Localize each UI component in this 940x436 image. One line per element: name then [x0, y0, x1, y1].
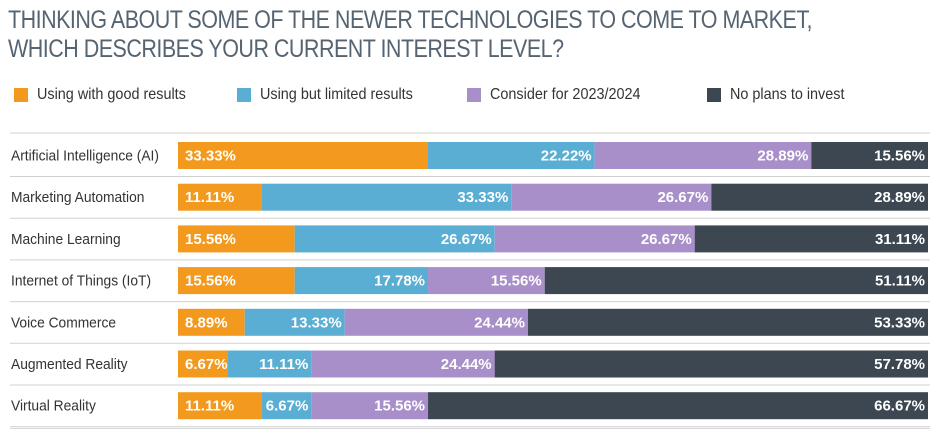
data-label-voice-commerce-consider-for-2023-2024: 24.44%	[474, 314, 525, 331]
bar-virtual-reality-using-with-good-results	[178, 392, 262, 420]
bar-virtual-reality-consider-for-2023-2024	[311, 392, 429, 420]
bar-augmented-reality-using-but-limited-results	[228, 350, 312, 378]
bar-augmented-reality-using-with-good-results	[178, 350, 229, 378]
category-label-machine-learning: Machine Learning	[11, 231, 121, 248]
bar-artificial-intelligence-ai-no-plans-to-invest	[811, 142, 928, 169]
data-label-augmented-reality-using-with-good-results: 6.67%	[185, 356, 228, 373]
legend-item-limited-results: Using but limited results	[237, 86, 430, 104]
data-label-augmented-reality-no-plans-to-invest: 57.78%	[874, 356, 925, 373]
data-label-marketing-automation-using-with-good-results: 11.11%	[185, 189, 234, 206]
bar-artificial-intelligence-ai-using-but-limited-results	[427, 142, 595, 169]
data-label-internet-of-things-iot-using-with-good-results: 15.56%	[185, 273, 236, 290]
category-label-internet-of-things-iot: Internet of Things (IoT)	[11, 273, 151, 290]
bar-internet-of-things-iot-no-plans-to-invest	[544, 267, 928, 295]
bar-voice-commerce-consider-for-2023-2024	[344, 308, 528, 336]
bar-virtual-reality-no-plans-to-invest	[428, 392, 928, 420]
legend-label-consider: Consider for 2023/2024	[490, 86, 641, 103]
data-label-marketing-automation-no-plans-to-invest: 28.89%	[874, 189, 925, 206]
bar-voice-commerce-using-but-limited-results	[244, 308, 345, 336]
data-label-machine-learning-no-plans-to-invest: 31.11%	[875, 231, 925, 248]
bar-internet-of-things-iot-using-with-good-results	[178, 267, 295, 295]
bar-artificial-intelligence-ai-consider-for-2023-2024	[594, 142, 812, 169]
data-label-voice-commerce-using-with-good-results: 8.89%	[185, 314, 228, 331]
data-label-augmented-reality-using-but-limited-results: 11.11%	[259, 356, 308, 373]
data-label-machine-learning-using-but-limited-results: 26.67%	[441, 231, 492, 248]
data-label-marketing-automation-consider-for-2023-2024: 26.67%	[657, 189, 708, 206]
data-label-artificial-intelligence-ai-consider-for-2023-2024: 28.89%	[757, 148, 808, 165]
bar-machine-learning-consider-for-2023-2024	[494, 225, 695, 253]
bar-voice-commerce-using-with-good-results	[178, 308, 245, 336]
chart-title: THINKING ABOUT SOME OF THE NEWER TECHNOL…	[8, 6, 813, 64]
data-label-virtual-reality-using-but-limited-results: 6.67%	[266, 398, 309, 415]
legend-item-good-results: Using with good results	[14, 86, 202, 104]
legend-swatch-good-results	[14, 88, 28, 102]
data-label-virtual-reality-consider-for-2023-2024: 15.56%	[374, 398, 425, 415]
data-label-virtual-reality-using-with-good-results: 11.11%	[185, 398, 234, 415]
bar-marketing-automation-no-plans-to-invest	[711, 183, 928, 211]
bar-augmented-reality-no-plans-to-invest	[494, 350, 928, 378]
legend-swatch-consider	[467, 88, 481, 102]
bar-voice-commerce-no-plans-to-invest	[527, 308, 928, 336]
data-label-virtual-reality-no-plans-to-invest: 66.67%	[874, 398, 925, 415]
data-label-internet-of-things-iot-consider-for-2023-2024: 15.56%	[491, 273, 542, 290]
category-label-artificial-intelligence-ai: Artificial Intelligence (AI)	[11, 148, 159, 165]
data-label-machine-learning-using-with-good-results: 15.56%	[185, 231, 236, 248]
chart-title-line-2: WHICH DESCRIBES YOUR CURRENT INTEREST LE…	[8, 35, 564, 63]
bar-marketing-automation-using-with-good-results	[178, 183, 262, 211]
legend-label-limited-results: Using but limited results	[260, 86, 413, 103]
bar-virtual-reality-using-but-limited-results	[261, 392, 312, 420]
data-label-artificial-intelligence-ai-using-with-good-results: 33.33%	[185, 148, 236, 165]
legend-swatch-limited-results	[237, 88, 251, 102]
bar-marketing-automation-using-but-limited-results	[261, 183, 512, 211]
legend-item-consider: Consider for 2023/2024	[467, 86, 657, 104]
data-label-voice-commerce-using-but-limited-results: 13.33%	[291, 314, 342, 331]
bar-internet-of-things-iot-using-but-limited-results	[294, 267, 429, 295]
footer-divider	[10, 428, 930, 429]
legend-swatch-no-plans	[707, 88, 721, 102]
data-label-machine-learning-consider-for-2023-2024: 26.67%	[641, 231, 692, 248]
legend-item-no-plans: No plans to invest	[707, 86, 857, 104]
plot-area: Artificial Intelligence (AI) 33.33% 22.22%…	[10, 132, 930, 428]
bar-machine-learning-no-plans-to-invest	[694, 225, 928, 253]
bar-marketing-automation-consider-for-2023-2024	[511, 183, 712, 211]
bar-internet-of-things-iot-consider-for-2023-2024	[428, 267, 545, 295]
data-label-marketing-automation-using-but-limited-results: 33.33%	[457, 189, 508, 206]
category-label-marketing-automation: Marketing Automation	[11, 190, 144, 207]
category-label-voice-commerce: Voice Commerce	[11, 315, 116, 332]
legend-label-no-plans: No plans to invest	[730, 86, 845, 103]
data-label-artificial-intelligence-ai-no-plans-to-invest: 15.56%	[874, 148, 925, 165]
bar-augmented-reality-consider-for-2023-2024	[311, 350, 495, 378]
bar-machine-learning-using-with-good-results	[178, 225, 295, 253]
bar-machine-learning-using-but-limited-results	[294, 225, 495, 253]
data-label-internet-of-things-iot-using-but-limited-results: 17.78%	[374, 273, 425, 290]
data-label-artificial-intelligence-ai-using-but-limited-results: 22.22%	[541, 148, 592, 165]
chart-title-line-1: THINKING ABOUT SOME OF THE NEWER TECHNOL…	[8, 6, 813, 34]
category-label-virtual-reality: Virtual Reality	[11, 398, 97, 415]
legend: Using with good results Using but limite…	[10, 86, 930, 110]
data-label-augmented-reality-consider-for-2023-2024: 24.44%	[441, 356, 492, 373]
category-label-augmented-reality: Augmented Reality	[11, 357, 128, 374]
legend-label-good-results: Using with good results	[37, 86, 186, 103]
bar-artificial-intelligence-ai-using-with-good-results	[178, 142, 428, 169]
data-label-internet-of-things-iot-no-plans-to-invest: 51.11%	[875, 273, 925, 290]
data-label-voice-commerce-no-plans-to-invest: 53.33%	[874, 314, 925, 331]
stacked-bar-chart: Artificial Intelligence (AI) 33.33% 22.22%…	[10, 132, 930, 428]
